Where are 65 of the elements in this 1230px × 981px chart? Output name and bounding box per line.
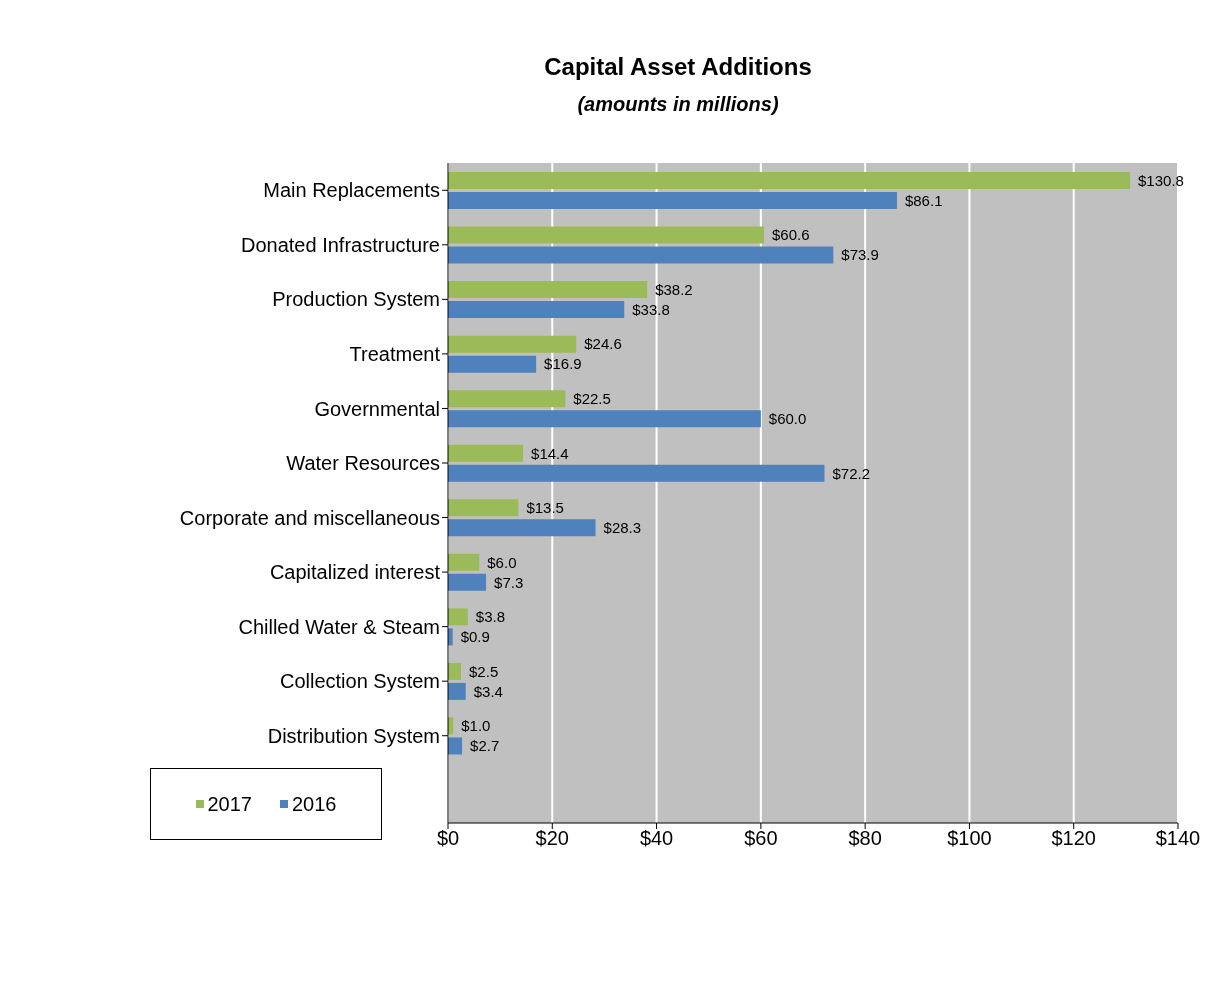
data-label: $73.9: [841, 246, 879, 264]
y-tick-label: Chilled Water & Steam: [238, 615, 440, 638]
chart-title: Capital Asset Additions: [543, 53, 813, 81]
data-label: $3.8: [475, 608, 506, 626]
bar: [448, 226, 764, 244]
bar: [448, 444, 524, 462]
y-tick-label: Water Resources: [286, 452, 440, 475]
bar: [448, 301, 625, 319]
y-tick-label: Donated Infrastructure: [241, 233, 440, 256]
x-tick-label: $100: [947, 827, 992, 850]
bar: [448, 662, 462, 680]
x-tick-label: $140: [1155, 827, 1201, 850]
y-tick-label: Corporate and miscellaneous: [179, 506, 440, 529]
data-label: $2.7: [470, 737, 500, 755]
bar: [448, 172, 1131, 189]
y-tick-label: Production System: [272, 288, 440, 311]
bar: [448, 410, 761, 428]
legend-label: 2016: [291, 792, 337, 816]
bar: [448, 519, 596, 537]
data-label: $33.8: [632, 300, 670, 318]
bar: [448, 573, 487, 591]
data-label: $1.0: [461, 717, 491, 735]
data-label: $38.2: [655, 280, 693, 298]
bar: [448, 355, 537, 373]
data-label: $2.5: [469, 662, 499, 680]
data-label: $130.8: [1138, 171, 1184, 189]
bar: [448, 499, 519, 517]
data-label: $60.6: [771, 226, 810, 244]
y-tick-label: Distribution System: [267, 724, 440, 747]
data-label: $72.2: [832, 464, 871, 482]
bar: [448, 682, 466, 700]
bar: [448, 335, 577, 353]
bar: [448, 192, 897, 209]
x-tick-label: $60: [744, 827, 778, 850]
data-label: $3.4: [473, 682, 503, 700]
bar: [448, 737, 463, 755]
x-tick-label: $120: [1051, 827, 1096, 850]
data-label: $16.9: [544, 355, 582, 373]
bar: [448, 246, 834, 264]
data-label: $14.4: [531, 444, 569, 462]
data-label: $0.9: [460, 628, 490, 646]
bar: [448, 608, 468, 626]
y-tick-label: Treatment: [349, 343, 441, 366]
data-label: $22.5: [573, 390, 611, 408]
y-tick-label: Governmental: [314, 397, 440, 420]
data-label: $13.5: [526, 499, 564, 517]
data-label: $60.0: [768, 410, 807, 428]
x-tick-label: $20: [535, 827, 569, 850]
x-tick-label: $80: [848, 827, 882, 850]
data-label: $28.3: [603, 519, 642, 537]
bar: [448, 464, 825, 482]
bar: [448, 553, 480, 571]
data-label: $6.0: [487, 553, 517, 571]
chart-subtitle: (amounts in millions): [576, 93, 780, 116]
y-tick-label: Capitalized interest: [269, 561, 441, 584]
y-tick-label: Collection System: [279, 670, 440, 693]
data-label: $86.1: [904, 191, 943, 209]
bar: [448, 390, 566, 408]
data-label: $24.6: [584, 335, 622, 353]
legend-label: 2017: [206, 792, 252, 816]
bar: [448, 281, 648, 299]
x-tick-label: $0: [436, 827, 460, 850]
data-label: $7.3: [494, 573, 524, 591]
y-tick-label: Main Replacements: [263, 179, 440, 202]
x-tick-label: $40: [639, 827, 674, 850]
